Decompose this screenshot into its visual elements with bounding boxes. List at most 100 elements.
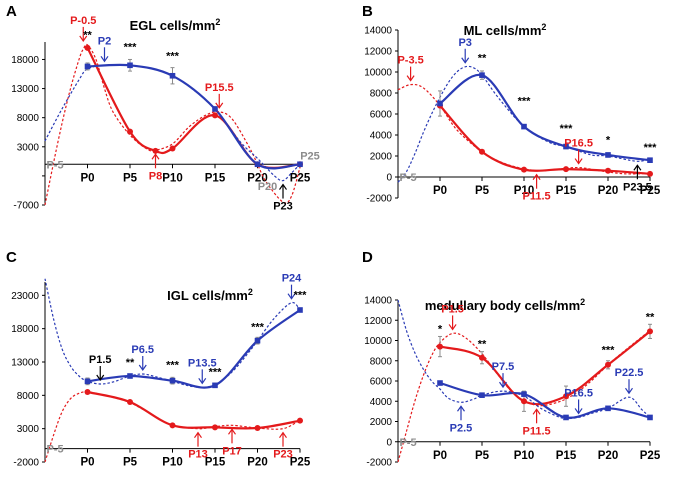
panel-title-text: ML cells/mm bbox=[464, 23, 542, 38]
x-tick-label: P5 bbox=[475, 185, 490, 197]
data-point-red bbox=[479, 354, 485, 361]
y-tick-label: 10000 bbox=[364, 336, 392, 347]
panel-title: EGL cells/mm2 bbox=[130, 17, 221, 33]
annotation-arrowhead bbox=[151, 153, 160, 160]
y-tick-label: -2000 bbox=[366, 194, 392, 205]
y-tick-label: 3000 bbox=[17, 424, 40, 435]
annotation-label: P23 bbox=[273, 449, 293, 461]
panel-title-text: IGL cells/mm bbox=[167, 288, 248, 303]
annotation-arrowhead bbox=[194, 431, 202, 439]
gray-age-label: P-5 bbox=[399, 172, 416, 184]
annotation-arrowhead bbox=[198, 377, 207, 385]
y-tick-label: -2000 bbox=[13, 458, 39, 469]
panel-letter: A bbox=[6, 3, 17, 20]
data-line-blue bbox=[439, 74, 651, 162]
fit-line-red bbox=[44, 391, 301, 463]
significance-marker: *** bbox=[124, 42, 138, 54]
data-point-blue bbox=[169, 377, 176, 384]
data-point-blue bbox=[84, 378, 91, 385]
data-point-blue bbox=[127, 62, 133, 69]
significance-marker: *** bbox=[294, 290, 308, 302]
panel-title-text: medullary body cells/mm bbox=[425, 298, 580, 313]
y-tick-label: 14000 bbox=[364, 296, 392, 307]
y-tick-label: 23000 bbox=[11, 291, 39, 302]
annotation-arrowhead bbox=[633, 164, 642, 171]
annotation-arrowhead bbox=[287, 293, 296, 300]
data-point-red bbox=[127, 399, 133, 405]
annotation-label: P8 bbox=[149, 170, 162, 182]
annotation-arrowhead bbox=[100, 55, 109, 63]
panel-letter: B bbox=[362, 3, 373, 20]
annotation-label: P13.5 bbox=[188, 357, 217, 369]
data-point-blue bbox=[169, 72, 176, 79]
y-tick-label: 6000 bbox=[370, 110, 393, 121]
y-tick-label: 12000 bbox=[364, 316, 392, 327]
annotation-arrowhead bbox=[138, 364, 147, 372]
y-tick-label: 4000 bbox=[370, 131, 393, 142]
y-tick-label: 13000 bbox=[11, 358, 39, 369]
x-tick-label: P15 bbox=[556, 185, 577, 197]
annotation-arrowhead bbox=[625, 387, 633, 395]
data-point-blue bbox=[297, 307, 303, 313]
data-point-blue bbox=[521, 391, 527, 397]
annotation-label: P3 bbox=[458, 37, 471, 49]
x-tick-label: P25 bbox=[640, 185, 661, 197]
data-point-blue bbox=[647, 414, 653, 421]
annotation-label: P2 bbox=[98, 35, 111, 47]
panel-b: B -2000 0 2000 4000 6000 8000 10000 12000 14000 P0… bbox=[362, 3, 661, 205]
x-tick-label: P15 bbox=[205, 457, 226, 469]
panel-letter: D bbox=[362, 249, 373, 266]
x-tick-label: P10 bbox=[514, 450, 534, 462]
data-point-red bbox=[605, 361, 611, 368]
significance-marker: *** bbox=[251, 322, 265, 334]
x-tick-label: P10 bbox=[162, 457, 182, 469]
panel-title-text: EGL cells/mm bbox=[130, 18, 216, 33]
annotation-label: P7.5 bbox=[492, 361, 515, 373]
panel-title: medullary body cells/mm2 bbox=[425, 297, 585, 313]
gray-age-label: P-5 bbox=[399, 437, 416, 449]
annotation-arrowhead bbox=[406, 75, 415, 82]
x-tick-label: P0 bbox=[433, 185, 447, 197]
data-point-blue bbox=[212, 382, 218, 389]
fit-line-blue bbox=[397, 299, 651, 420]
significance-marker: ** bbox=[478, 53, 487, 65]
y-tick-label: 8000 bbox=[17, 391, 40, 402]
significance-marker: *** bbox=[209, 366, 223, 378]
panel-title-sup: 2 bbox=[215, 17, 220, 27]
data-point-red bbox=[169, 422, 176, 429]
data-point-red bbox=[605, 167, 611, 174]
x-tick-label: P20 bbox=[598, 450, 618, 462]
annotation-label: P24 bbox=[282, 273, 302, 285]
x-tick-label: P25 bbox=[640, 450, 661, 462]
fit-line-blue bbox=[44, 278, 301, 388]
fit-line-red bbox=[397, 329, 651, 463]
x-tick-label: P5 bbox=[123, 172, 138, 184]
data-point-red bbox=[563, 393, 569, 400]
x-tick-label: P20 bbox=[598, 185, 618, 197]
y-tick-label: -2000 bbox=[366, 458, 392, 469]
series-group bbox=[44, 278, 301, 463]
data-point-red bbox=[297, 417, 303, 424]
annotation-label: P11.5 bbox=[523, 191, 551, 203]
data-point-blue bbox=[297, 161, 303, 168]
data-point-blue bbox=[84, 63, 91, 70]
data-point-blue bbox=[605, 405, 611, 412]
annotation-label: P17 bbox=[222, 445, 242, 457]
annotation-label: P6.5 bbox=[131, 344, 154, 356]
data-point-blue bbox=[127, 373, 133, 379]
x-tick-label: P20 bbox=[247, 457, 267, 469]
significance-marker: * bbox=[438, 323, 443, 335]
data-point-red bbox=[254, 425, 261, 431]
y-tick-label: 13000 bbox=[11, 84, 39, 95]
significance-marker: ** bbox=[126, 357, 135, 369]
annotation-label: P11.5 bbox=[523, 425, 551, 437]
data-point-red bbox=[437, 343, 443, 350]
y-tick-label: 10000 bbox=[364, 68, 392, 79]
annotation-arrowhead bbox=[279, 183, 287, 190]
data-point-blue bbox=[563, 414, 569, 421]
panel-title-sup: 2 bbox=[541, 22, 546, 32]
annotation-arrowhead bbox=[79, 35, 88, 42]
data-point-blue bbox=[212, 106, 218, 112]
x-tick-label: P25 bbox=[290, 457, 311, 469]
